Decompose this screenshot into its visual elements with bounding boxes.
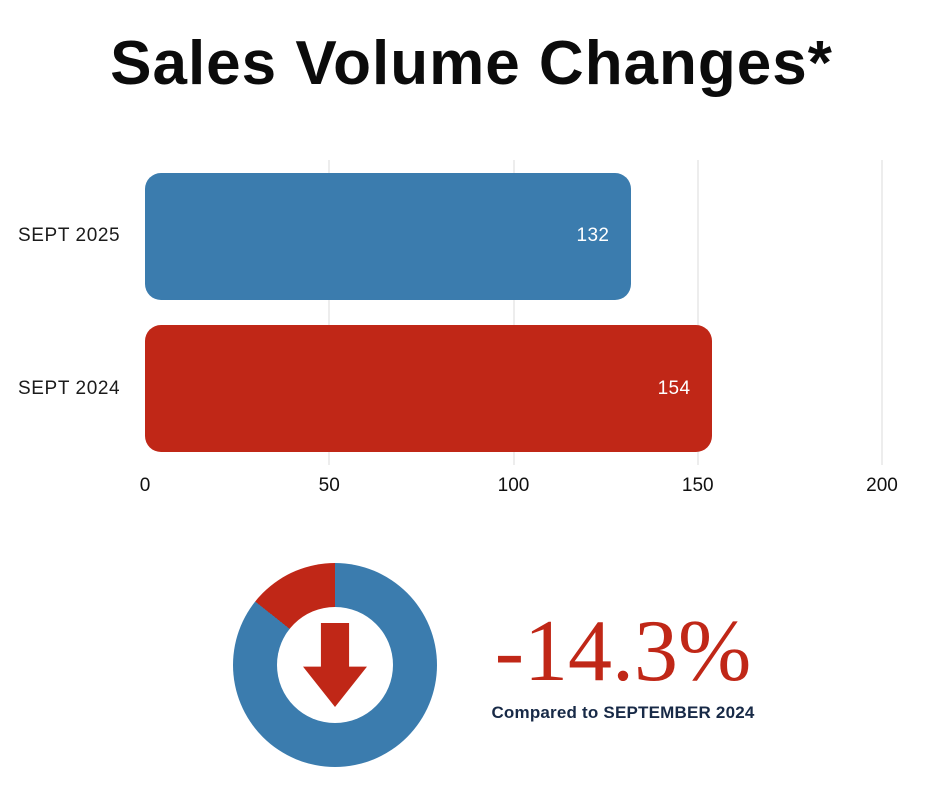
- bar-value-label: 132: [576, 225, 610, 247]
- bar-sept-2025: 132: [145, 172, 632, 300]
- category-label: SEPT 2025: [18, 225, 121, 247]
- bar-sept-2024: 154: [145, 325, 713, 453]
- gridline: [328, 160, 331, 465]
- donut-chart: [233, 563, 437, 767]
- x-tick-label: 200: [866, 475, 898, 496]
- category-label: SEPT 2024: [18, 377, 121, 399]
- summary-block: -14.3% Compared to SEPTEMBER 2024: [448, 603, 798, 723]
- page-title: Sales Volume Changes*: [110, 29, 833, 98]
- bar-chart: SEPT 2025 SEPT 2024 132 154 0 50 100 150 200: [0, 160, 943, 505]
- x-tick-label: 100: [497, 475, 530, 496]
- comparison-label: Compared to SEPTEMBER 2024: [491, 702, 755, 722]
- x-tick-label: 0: [139, 475, 151, 496]
- gridline: [881, 160, 883, 465]
- percent-change: -14.3%: [494, 603, 752, 700]
- x-tick-label: 150: [681, 475, 714, 496]
- x-tick-label: 50: [318, 475, 340, 496]
- gridline: [512, 160, 515, 465]
- x-axis: 0 50 100 150 200: [140, 465, 898, 505]
- bar-value-label: 154: [657, 377, 691, 399]
- category-labels: SEPT 2025 SEPT 2024: [18, 160, 143, 465]
- gridline: [696, 160, 699, 465]
- plot-area: 132 154: [145, 160, 883, 465]
